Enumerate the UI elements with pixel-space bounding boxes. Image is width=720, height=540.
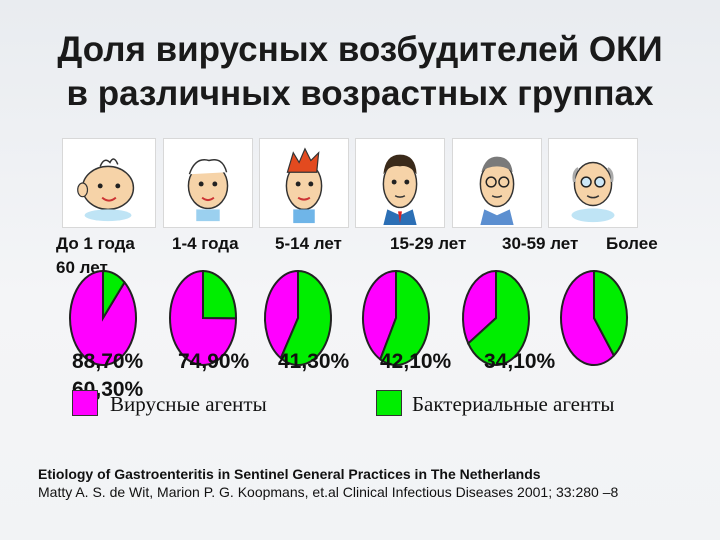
adult-man-face-icon bbox=[452, 138, 542, 228]
age-label-6: Более bbox=[606, 234, 658, 253]
pie-2 bbox=[169, 269, 238, 366]
title-line-2: в различных возрастных группах bbox=[66, 74, 654, 113]
young-man-face-icon bbox=[355, 138, 445, 228]
pie-3 bbox=[264, 269, 332, 366]
child-face-icon bbox=[259, 138, 349, 228]
legend-bacterial-swatch bbox=[376, 390, 402, 416]
age-label-5: 30-59 лет bbox=[502, 234, 579, 253]
pie-6-viral-slice bbox=[560, 269, 616, 366]
legend-viral-label: Вирусные агенты bbox=[110, 392, 267, 416]
citation-authors: Matty A. S. de Wit, Marion P. G. Koopman… bbox=[38, 484, 619, 500]
age-label-3: 5-14 лет bbox=[275, 234, 342, 253]
pie-2-bacterial-slice bbox=[202, 269, 237, 320]
legend-viral-swatch bbox=[72, 390, 98, 416]
pie-4 bbox=[362, 269, 430, 366]
percent-label-5: 34,10% bbox=[484, 350, 556, 373]
percent-label-2: 74,90% bbox=[178, 350, 250, 373]
pie-6 bbox=[560, 269, 628, 366]
legend-bacterial-label: Бактериальные агенты bbox=[412, 392, 615, 416]
citation-title: Etiology of Gastroenteritis in Sentinel … bbox=[38, 466, 541, 482]
slide-title: Доля вирусных возбудителей ОКИ в различн… bbox=[0, 28, 720, 116]
age-label-1: До 1 года bbox=[56, 234, 135, 253]
pie-5-bacterial-slice bbox=[467, 269, 530, 366]
pie-4-bacterial-slice bbox=[379, 269, 430, 366]
age-label-2: 1-4 года bbox=[172, 234, 239, 253]
toddler-face-icon bbox=[163, 138, 253, 228]
pie-3-bacterial-slice bbox=[279, 269, 332, 366]
elderly-man-face-icon bbox=[548, 138, 638, 228]
age-label-4: 15-29 лет bbox=[390, 234, 467, 253]
percent-label-4: 42,10% bbox=[380, 350, 452, 373]
baby-face-icon bbox=[62, 138, 156, 228]
title-line-1: Доля вирусных возбудителей ОКИ bbox=[57, 30, 663, 69]
percent-label-1: 88,70% bbox=[72, 350, 144, 373]
percent-label-3: 41,30% bbox=[278, 350, 350, 373]
pie-5 bbox=[462, 269, 530, 366]
citation: Etiology of Gastroenteritis in Sentinel … bbox=[38, 465, 688, 501]
pie-1-bacterial-slice bbox=[102, 269, 126, 322]
pie-6-bacterial-slice bbox=[593, 269, 628, 358]
pie-1 bbox=[69, 269, 137, 366]
